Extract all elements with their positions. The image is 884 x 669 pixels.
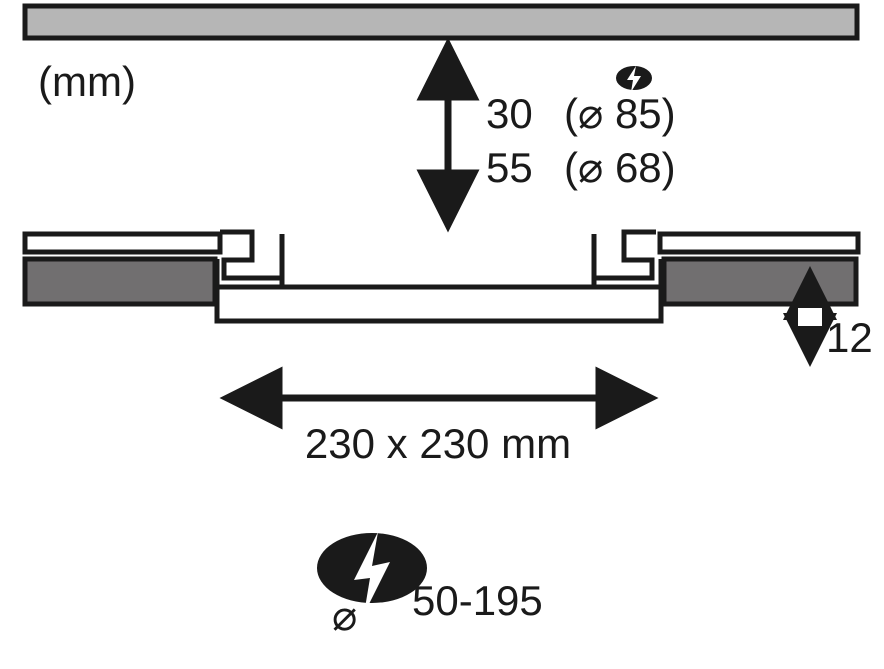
fixture-left-plate xyxy=(25,234,220,252)
label-width: 230 x 230 mm xyxy=(305,420,571,467)
ceiling-block-left xyxy=(25,259,215,304)
label-cutout-prefix: ⌀ xyxy=(332,592,357,639)
panel-body xyxy=(217,287,661,321)
ceiling-bar xyxy=(25,6,857,38)
label-cutout-value: 50-195 xyxy=(412,577,543,624)
label-thickness: 12 xyxy=(826,314,873,361)
clip-right xyxy=(594,232,656,278)
label-diam-68: (⌀ 68) xyxy=(564,144,676,191)
fixture-right-plate xyxy=(660,234,858,252)
units-label: (mm) xyxy=(38,58,136,105)
tech-drawing: (mm) 30 (⌀ 85) 55 (⌀ 68) 12 230 x 230 mm… xyxy=(0,0,884,669)
label-30: 30 xyxy=(486,90,533,137)
label-55: 55 xyxy=(486,144,533,191)
ceiling-block-right xyxy=(664,259,856,304)
label-diam-85: (⌀ 85) xyxy=(564,90,676,137)
clip-left xyxy=(220,232,282,278)
